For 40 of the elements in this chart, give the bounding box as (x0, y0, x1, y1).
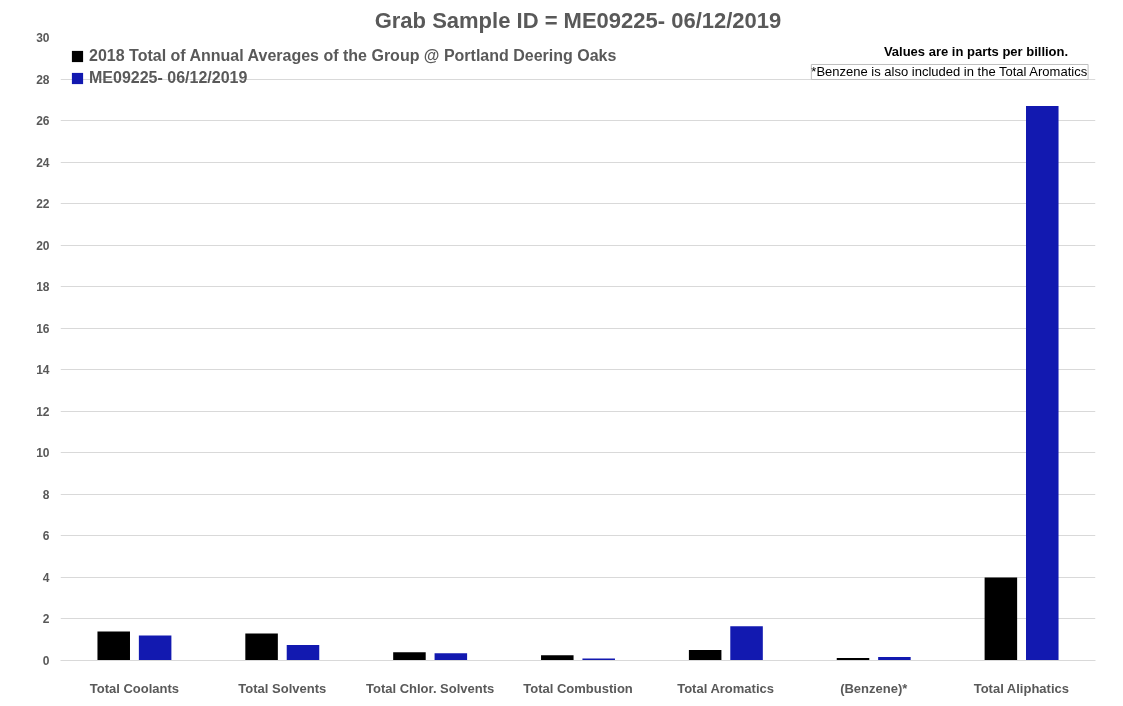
x-tick-label: Total Solvents (238, 680, 327, 696)
y-tick-label: 12 (36, 404, 50, 419)
bar (97, 631, 130, 661)
y-tick-label: 10 (36, 446, 50, 461)
bar (286, 644, 320, 661)
x-tick-label: Total Coolants (89, 680, 180, 696)
bar (393, 652, 426, 661)
y-tick-label: 0 (42, 654, 50, 668)
bar (245, 633, 278, 661)
bar (582, 658, 615, 661)
annotation: *Benzene is also included in the Total Aromatics (811, 64, 1088, 80)
x-tick-label: Total Chlor. Solvents (365, 680, 495, 696)
annotation: Values are in parts per billion. (883, 43, 1069, 59)
y-tick-label: 30 (36, 31, 50, 45)
bar (138, 635, 172, 661)
bar (984, 577, 1018, 661)
bar (1026, 106, 1059, 661)
y-tick-label: 26 (36, 114, 50, 129)
y-tick-label: 14 (36, 363, 50, 378)
bar (541, 655, 574, 661)
x-tick-label: Total Combustion (523, 680, 633, 696)
bar (688, 650, 722, 661)
y-tick-label: 20 (36, 238, 50, 253)
bar (434, 653, 468, 661)
y-tick-label: 6 (42, 529, 50, 544)
legend-label: ME09225- 06/12/2019 (89, 69, 248, 87)
y-tick-label: 18 (36, 280, 50, 295)
y-tick-label: 2 (42, 612, 50, 627)
y-tick-label: 28 (36, 72, 50, 87)
y-tick-label: 16 (36, 321, 50, 336)
x-tick-label: Total Aliphatics (973, 680, 1069, 696)
chart-title: Grab Sample ID = ME09225- 06/12/2019 (374, 7, 782, 33)
x-tick-label: Total Aromatics (677, 680, 775, 696)
legend-label: 2018 Total of Annual Averages of the Group @ Portland Deering Oaks (89, 47, 617, 65)
y-tick-label: 22 (36, 197, 50, 212)
bar (730, 626, 763, 661)
y-tick-label: 24 (36, 155, 50, 170)
y-tick-label: 8 (42, 487, 50, 502)
x-tick-label: (Benzene)* (840, 680, 909, 696)
y-tick-label: 4 (42, 570, 50, 585)
